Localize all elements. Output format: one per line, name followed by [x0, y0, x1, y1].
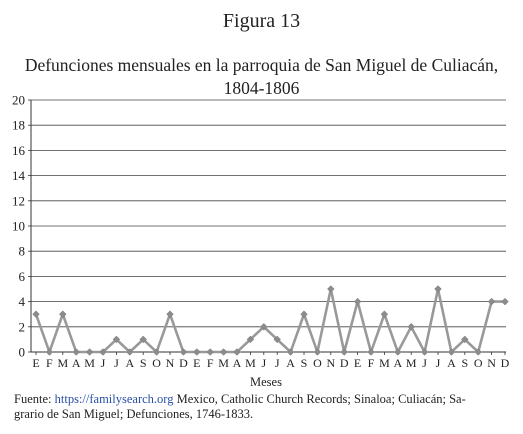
data-point-30	[434, 285, 442, 293]
x-tick-label-18: J	[275, 356, 280, 370]
data-point-9	[152, 348, 161, 356]
x-tick-label-6: J	[114, 356, 119, 370]
data-point-12	[193, 348, 201, 356]
x-tick-label-10: N	[166, 356, 175, 370]
y-tick-label-4: 4	[19, 294, 26, 309]
x-tick-label-12: E	[193, 356, 200, 370]
y-tick-label-14: 14	[12, 168, 26, 183]
data-point-17	[260, 323, 268, 331]
data-point-24	[353, 297, 362, 306]
data-point-8	[139, 335, 147, 344]
source-prefix: Fuente:	[14, 392, 55, 406]
data-point-32	[461, 335, 469, 344]
x-tick-label-33: O	[474, 356, 483, 370]
x-tick-label-15: A	[233, 356, 242, 370]
data-point-26	[380, 310, 389, 318]
data-point-19	[286, 348, 295, 356]
data-point-6	[112, 335, 121, 344]
data-point-3	[72, 348, 80, 356]
data-point-31	[447, 348, 456, 356]
x-tick-label-8: S	[140, 356, 147, 370]
source-note: Fuente: https://familysearch.org Mexico,…	[14, 392, 514, 422]
x-tick-label-9: O	[152, 356, 161, 370]
data-point-15	[233, 348, 241, 356]
grid-layer	[31, 99, 506, 328]
x-tick-label-31: A	[447, 356, 456, 370]
x-tick-label-35: D	[501, 356, 510, 370]
data-point-11	[179, 348, 188, 356]
x-tick-label-25: F	[368, 356, 375, 370]
source-line1-rest: Mexico, Catholic Church Records; Sinaloa…	[173, 392, 466, 406]
axis-layer	[28, 99, 506, 355]
y-tick-label-20: 20	[12, 93, 25, 108]
data-point-35	[501, 297, 509, 306]
chart-title-line-2: 1804-1806	[223, 78, 300, 98]
y-tick-label-18: 18	[12, 118, 25, 133]
data-point-2	[59, 310, 67, 318]
y-tick-label-16: 16	[12, 143, 26, 158]
series-layer	[32, 285, 509, 356]
x-tick-label-1: F	[46, 356, 53, 370]
x-tick-label-17: J	[261, 356, 266, 370]
series-line	[34, 287, 505, 354]
data-point-34	[487, 297, 496, 306]
chart-title-line-1: Defunciones mensuales en la parroquia de…	[24, 55, 499, 75]
data-point-18	[273, 335, 281, 344]
data-point-33	[474, 348, 482, 356]
data-point-14	[219, 348, 228, 356]
data-point-27	[394, 348, 402, 356]
x-tick-label-34: N	[487, 356, 496, 370]
x-tick-label-13: F	[207, 356, 214, 370]
data-point-23	[340, 348, 348, 356]
x-tick-label-29: J	[422, 356, 427, 370]
y-tick-label-0: 0	[19, 345, 26, 360]
data-point-0	[32, 310, 40, 318]
x-tick-label-14: M	[218, 356, 229, 370]
x-tick-label-22: N	[326, 356, 335, 370]
data-point-22	[327, 285, 335, 293]
x-tick-label-30: J	[436, 356, 441, 370]
data-point-13	[206, 348, 214, 356]
data-point-28	[407, 323, 415, 331]
source-link[interactable]: https://familysearch.org	[54, 392, 174, 406]
x-tick-label-2: M	[57, 356, 68, 370]
data-point-20	[300, 310, 308, 318]
y-tick-label-8: 8	[19, 244, 26, 259]
x-tick-label-27: A	[393, 356, 402, 370]
x-tick-label-4: M	[84, 356, 95, 370]
data-point-1	[45, 348, 54, 356]
x-tick-label-3: A	[72, 356, 81, 370]
y-tick-label-10: 10	[12, 219, 25, 234]
data-point-4	[85, 348, 94, 356]
data-point-5	[99, 348, 107, 356]
x-tick-label-21: O	[313, 356, 322, 370]
x-tick-label-23: D	[340, 356, 349, 370]
x-tick-label-16: M	[245, 356, 256, 370]
y-tick-label-12: 12	[12, 193, 25, 208]
x-tick-label-5: J	[101, 356, 106, 370]
x-axis-title: Meses	[250, 375, 282, 389]
x-tick-label-19: A	[286, 356, 295, 370]
x-tick-label-26: M	[379, 356, 390, 370]
figure-label: Figura 13	[222, 10, 301, 32]
x-tick-label-24: E	[354, 356, 361, 370]
x-tick-label-0: E	[32, 356, 39, 370]
y-tick-label-6: 6	[19, 269, 26, 284]
x-tick-label-7: A	[125, 356, 134, 370]
source-line2: grario de San Miguel; Defunciones, 1746-…	[14, 407, 254, 421]
chart-title: Defunciones mensuales en la parroquia de…	[0, 54, 523, 100]
data-point-21	[313, 348, 322, 356]
data-point-7	[126, 348, 134, 356]
data-point-16	[246, 335, 255, 344]
x-tick-label-28: M	[406, 356, 417, 370]
data-point-29	[420, 348, 429, 356]
x-tick-label-20: S	[301, 356, 308, 370]
x-tick-label-32: S	[461, 356, 468, 370]
data-point-25	[367, 348, 375, 356]
x-tick-label-11: D	[179, 356, 188, 370]
y-tick-label-2: 2	[19, 319, 26, 334]
data-point-10	[166, 310, 174, 318]
